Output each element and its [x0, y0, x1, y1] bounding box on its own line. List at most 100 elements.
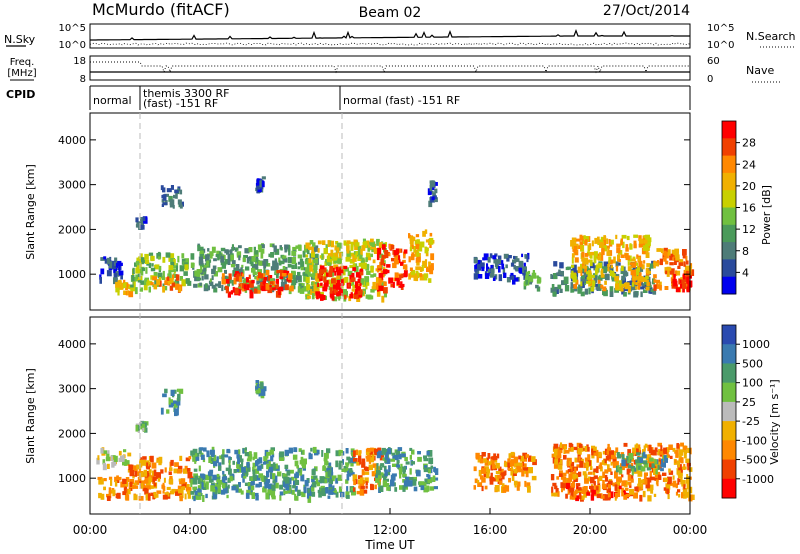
backscatter-cell: [384, 452, 389, 459]
backscatter-cell: [366, 270, 371, 275]
backscatter-cell: [138, 256, 141, 264]
backscatter-cell: [151, 470, 155, 478]
backscatter-cell: [320, 282, 323, 286]
backscatter-cell: [192, 456, 197, 462]
backscatter-cell: [390, 245, 395, 250]
backscatter-cell: [328, 489, 333, 495]
backscatter-cell: [666, 271, 670, 277]
backscatter-cell: [108, 487, 112, 493]
backscatter-cell: [583, 473, 588, 480]
backscatter-cell: [417, 272, 420, 279]
backscatter-cell: [308, 453, 313, 460]
backscatter-cell: [628, 286, 631, 293]
backscatter-cell: [286, 470, 291, 476]
backscatter-cell: [120, 481, 125, 488]
backscatter-cell: [221, 279, 226, 285]
backscatter-cell: [355, 272, 360, 278]
backscatter-cell: [110, 455, 113, 461]
backscatter-cell: [586, 280, 591, 284]
backscatter-cell: [675, 451, 679, 458]
backscatter-cell: [361, 461, 366, 468]
backscatter-cell: [157, 256, 161, 260]
backscatter-cell: [223, 486, 228, 494]
backscatter-cell: [635, 282, 638, 286]
backscatter-cell: [506, 258, 510, 262]
backscatter-cell: [209, 251, 214, 257]
nave-tick-bottom: 0: [707, 74, 713, 85]
backscatter-cell: [554, 286, 558, 291]
backscatter-cell: [224, 259, 230, 265]
backscatter-cell: [669, 255, 673, 261]
backscatter-cell: [279, 484, 283, 490]
backscatter-cell: [247, 486, 253, 493]
backscatter-cell: [277, 471, 282, 477]
backscatter-cell: [682, 249, 687, 256]
backscatter-cell: [474, 268, 478, 273]
backscatter-cell: [429, 232, 433, 237]
backscatter-cell: [230, 290, 234, 295]
backscatter-cell: [370, 447, 374, 454]
colorbar-segment: [722, 138, 736, 157]
backscatter-cell: [113, 455, 118, 462]
backscatter-cell: [569, 488, 572, 493]
backscatter-cell: [604, 494, 608, 501]
backscatter-cell: [179, 492, 184, 499]
backscatter-cell: [118, 450, 122, 456]
backscatter-cell: [621, 474, 624, 478]
backscatter-cell: [359, 254, 363, 259]
colorbar-segment: [722, 242, 736, 260]
backscatter-cell: [566, 482, 570, 490]
backscatter-cell: [167, 273, 172, 280]
backscatter-cell: [579, 284, 583, 288]
backscatter-cell: [622, 278, 626, 286]
backscatter-cell: [338, 460, 343, 467]
backscatter-cell: [107, 450, 110, 455]
backscatter-cell: [115, 262, 118, 268]
backscatter-cell: [261, 285, 266, 292]
backscatter-cell: [173, 389, 177, 394]
backscatter-cell: [231, 485, 237, 491]
backscatter-cell: [136, 257, 140, 265]
backscatter-cell: [156, 459, 159, 463]
backscatter-cell: [269, 243, 275, 248]
backscatter-cell: [191, 262, 195, 267]
colorbar-segment: [722, 421, 736, 441]
backscatter-cell: [307, 495, 312, 503]
backscatter-cell: [383, 287, 388, 294]
backscatter-cell: [258, 457, 263, 464]
y-tick-label: 4000: [58, 338, 86, 351]
backscatter-cell: [417, 451, 421, 455]
backscatter-cell: [431, 196, 435, 201]
backscatter-cell: [202, 255, 206, 259]
backscatter-cell: [473, 257, 478, 264]
backscatter-cell: [650, 484, 654, 491]
backscatter-cell: [642, 449, 646, 454]
backscatter-cell: [381, 244, 386, 250]
backscatter-cell: [228, 456, 231, 463]
backscatter-cell: [306, 495, 310, 499]
freq-tick-top: 18: [73, 56, 86, 67]
backscatter-cell: [638, 477, 641, 485]
backscatter-cell: [616, 247, 621, 254]
backscatter-cell: [277, 269, 283, 274]
backscatter-cell: [331, 295, 335, 301]
backscatter-cell: [505, 264, 508, 269]
station-title: McMurdo (fitACF): [92, 0, 230, 19]
backscatter-cell: [303, 286, 308, 292]
backscatter-cell: [627, 261, 630, 266]
backscatter-cell: [232, 286, 235, 293]
backscatter-cell: [687, 476, 690, 482]
backscatter-cell: [343, 240, 347, 246]
backscatter-cell: [317, 248, 320, 253]
backscatter-cell: [193, 283, 198, 288]
backscatter-cell: [432, 475, 436, 482]
backscatter-cell: [390, 448, 393, 455]
backscatter-cell: [342, 459, 344, 465]
backscatter-cell: [665, 483, 671, 490]
backscatter-cell: [270, 252, 274, 258]
backscatter-cell: [153, 482, 157, 487]
backscatter-cell: [268, 483, 273, 490]
backscatter-cell: [301, 474, 305, 482]
backscatter-cell: [428, 265, 434, 271]
backscatter-cell: [575, 279, 579, 285]
